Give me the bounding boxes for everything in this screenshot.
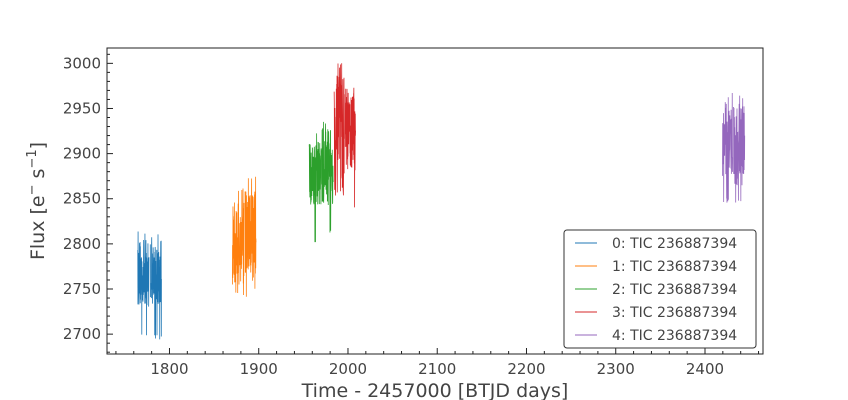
- plot-frame: [106, 47, 764, 355]
- series-4-segment-1: [733, 95, 746, 203]
- series-1-segment-0: [231, 188, 245, 295]
- y-tick-label-2800: 2800: [63, 235, 101, 253]
- series-4: [721, 93, 746, 203]
- series-2-segment-1: [321, 121, 334, 233]
- legend: 0: TIC 236887394 1: TIC 236887394 2: TIC 2…: [563, 229, 757, 349]
- y-tick-label-2700: 2700: [63, 325, 101, 343]
- y-axis-label-mid: s: [27, 169, 49, 185]
- series-3-segment-1: [344, 87, 356, 208]
- y-tick-label-2950: 2950: [63, 99, 101, 117]
- series-0-segment-1: [149, 234, 162, 340]
- x-tick-label-2000: 2000: [329, 360, 367, 378]
- x-axis: 1800 1900 2000 2100 2200 2300 2400: [115, 348, 760, 378]
- y-axis-label-sup2: −1: [25, 149, 40, 168]
- x-tick-label-2100: 2100: [418, 360, 456, 378]
- y-tick-label-2850: 2850: [63, 190, 101, 208]
- series-0: [137, 231, 162, 340]
- plot-area: [137, 63, 746, 340]
- y-tick-label-2900: 2900: [63, 145, 101, 163]
- y-axis-label-end: ]: [27, 142, 49, 149]
- legend-label-1: 1: TIC 236887394: [612, 259, 737, 275]
- series-4-segment-0: [721, 93, 734, 203]
- x-tick-label-2300: 2300: [597, 360, 635, 378]
- y-axis-label: Flux [e− s−1]: [25, 142, 49, 260]
- series-0-segment-0: [137, 231, 150, 336]
- legend-label-4: 4: TIC 236887394: [612, 328, 737, 344]
- series-1: [231, 176, 257, 297]
- y-axis: 2700 2750 2800 2850 2900 2950 3000: [63, 53, 113, 353]
- series-3-segment-0: [333, 63, 345, 196]
- series-2-segment-0: [308, 133, 322, 243]
- x-tick-label-2200: 2200: [507, 360, 545, 378]
- y-axis-label-sup1: −: [25, 185, 40, 196]
- y-axis-label-base: Flux [e: [27, 195, 49, 260]
- legend-label-2: 2: TIC 236887394: [612, 282, 737, 298]
- series-1-segment-1: [244, 176, 257, 297]
- y-tick-label-3000: 3000: [63, 54, 101, 72]
- series-2: [308, 121, 334, 243]
- legend-box: [563, 229, 757, 349]
- series-3: [333, 63, 356, 208]
- legend-label-3: 3: TIC 236887394: [612, 305, 737, 321]
- x-axis-label: Time - 2457000 [BTJD days]: [301, 380, 569, 400]
- x-tick-label-1800: 1800: [150, 360, 188, 378]
- x-tick-label-1900: 1900: [240, 360, 278, 378]
- y-tick-label-2750: 2750: [63, 280, 101, 298]
- legend-label-0: 0: TIC 236887394: [612, 236, 737, 252]
- x-tick-label-2400: 2400: [686, 360, 724, 378]
